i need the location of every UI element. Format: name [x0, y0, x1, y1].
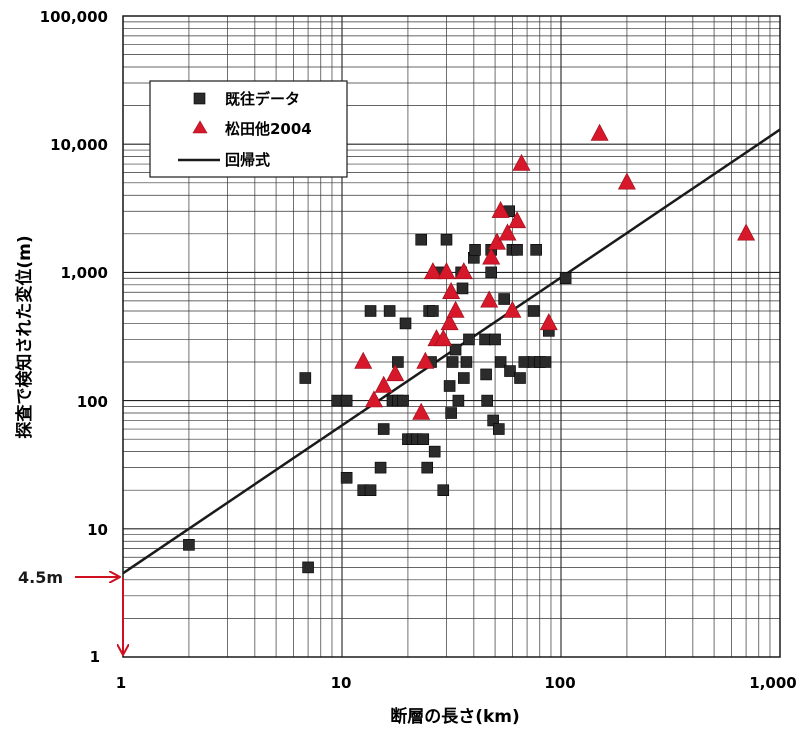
matsuda-2004-point	[437, 262, 456, 280]
matsuda-2004-points	[354, 123, 756, 420]
matsuda-2004-point	[374, 375, 393, 393]
existing-data-point	[399, 317, 412, 330]
x-tick-label: 10	[331, 674, 352, 692]
matsuda-2004-point	[491, 200, 510, 218]
matsuda-2004-point	[512, 153, 531, 171]
existing-data-point	[340, 394, 353, 407]
matsuda-2004-point	[737, 223, 756, 241]
existing-data-point	[445, 407, 457, 419]
existing-data-point	[427, 305, 439, 317]
matsuda-2004-point	[365, 390, 383, 408]
plot-frame	[122, 15, 781, 658]
existing-data-point	[489, 333, 501, 346]
legend-square-marker	[193, 92, 206, 105]
existing-data-point	[469, 244, 481, 256]
existing-data-point	[428, 445, 441, 458]
existing-data-point	[527, 305, 540, 317]
existing-data-point	[485, 266, 497, 279]
existing-data-point	[498, 293, 510, 305]
matsuda-2004-point	[539, 313, 558, 331]
legend-existing-label: 既往データ	[225, 90, 300, 108]
existing-data-point	[302, 561, 314, 574]
existing-data-point	[377, 423, 390, 435]
existing-data-point	[460, 356, 473, 368]
y-tick-label: 100	[77, 393, 108, 411]
matsuda-2004-point	[434, 329, 453, 347]
x-tick-label: 1,000	[749, 674, 796, 692]
existing-data-point	[299, 372, 312, 384]
matsuda-2004-point	[590, 123, 609, 141]
existing-data-point	[440, 233, 453, 246]
existing-data-point	[530, 244, 542, 256]
y-tick-labels: 100,000 10,000 1,000 100 10 1	[40, 8, 108, 666]
existing-data-point	[417, 433, 430, 445]
legend-regression-label: 回帰式	[225, 151, 270, 169]
matsuda-2004-point	[416, 351, 435, 369]
matsuda-2004-point	[423, 262, 442, 280]
existing-data-point	[479, 333, 491, 346]
matsuda-2004-point	[498, 223, 517, 241]
existing-data-point	[494, 356, 507, 368]
matsuda-2004-point	[386, 364, 405, 382]
existing-data-point	[340, 471, 353, 484]
y-axis-label: 探査で検知された変位(m)	[14, 235, 35, 438]
y-tick-label: 1	[90, 648, 100, 666]
matsuda-2004-point	[446, 300, 465, 318]
existing-data-point	[392, 356, 404, 368]
y-tick-label: 100,000	[40, 8, 108, 26]
existing-data-point	[539, 356, 552, 368]
existing-data-point	[437, 484, 450, 497]
existing-data-point	[374, 461, 387, 474]
matsuda-2004-point	[488, 232, 506, 250]
matsuda-2004-point	[482, 247, 501, 265]
existing-data-point	[504, 365, 516, 377]
existing-data-point	[415, 233, 428, 246]
existing-data-point	[458, 372, 470, 384]
x-axis-label: 断層の長さ(km)	[390, 706, 520, 727]
existing-data-point	[511, 244, 523, 256]
matsuda-2004-point	[503, 300, 522, 318]
existing-data-point	[421, 461, 434, 474]
existing-data-point	[463, 333, 475, 346]
existing-data-point	[364, 305, 377, 317]
annotation-label: 4.5m	[18, 568, 63, 587]
y-tick-label: 10,000	[50, 136, 108, 154]
existing-data-point	[446, 356, 459, 368]
existing-data-point	[559, 272, 572, 285]
x-tick-label: 1	[116, 674, 126, 692]
y-tick-label: 10	[87, 521, 108, 539]
matsuda-2004-point	[354, 351, 373, 369]
existing-data-point	[449, 343, 462, 356]
existing-data-point	[493, 423, 505, 435]
existing-data-point	[456, 282, 469, 295]
existing-data-point	[443, 380, 456, 392]
matsuda-2004-point	[454, 262, 473, 280]
existing-data-points	[183, 205, 572, 574]
existing-data-point	[364, 484, 377, 497]
legend-matsuda-label: 松田他2004	[225, 120, 312, 138]
x-tick-label: 100	[544, 674, 575, 692]
existing-data-point	[514, 372, 526, 384]
y-tick-label: 1,000	[61, 264, 108, 282]
matsuda-2004-point	[442, 282, 461, 300]
existing-data-point	[480, 368, 492, 381]
matsuda-2004-point	[440, 313, 459, 331]
existing-data-point	[397, 394, 409, 407]
existing-data-point	[383, 305, 396, 317]
existing-data-point	[183, 539, 195, 551]
legend: 既往データ 松田他2004 回帰式	[149, 80, 348, 178]
matsuda-2004-point	[617, 172, 636, 190]
matsuda-2004-point	[412, 402, 431, 420]
x-tick-labels: 1 10 100 1,000	[116, 674, 797, 692]
legend-triangle-marker	[192, 120, 208, 134]
existing-data-point	[452, 394, 465, 407]
matsuda-2004-point	[508, 211, 527, 229]
matsuda-2004-point	[480, 290, 499, 308]
existing-data-point	[481, 394, 493, 407]
annotation-4-5m: 4.5m	[18, 568, 123, 654]
